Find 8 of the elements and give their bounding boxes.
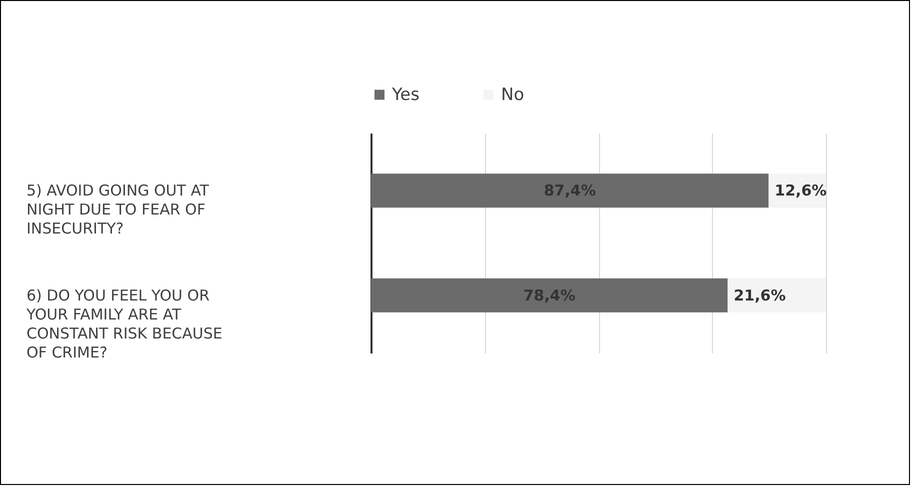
data-label: 87,4% [544,182,596,200]
legend-label: Yes [391,84,420,105]
data-label: 21,6% [734,286,786,304]
y-tick-label: 5) AVOID GOING OUT AT NIGHT DUE TO FEAR OF INSECURITY? [26,182,210,238]
data-label: 12,6% [774,182,827,200]
legend-label: No [501,84,524,105]
y-tick-label: 6) DO YOU FEEL YOU OR YOUR FAMILY ARE AT CONSTANT RISK BECAUSE OF CRIME? [26,286,222,362]
data-label: 78,4% [523,286,576,304]
